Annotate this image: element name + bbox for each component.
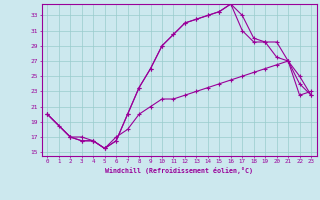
X-axis label: Windchill (Refroidissement éolien,°C): Windchill (Refroidissement éolien,°C)	[105, 167, 253, 174]
